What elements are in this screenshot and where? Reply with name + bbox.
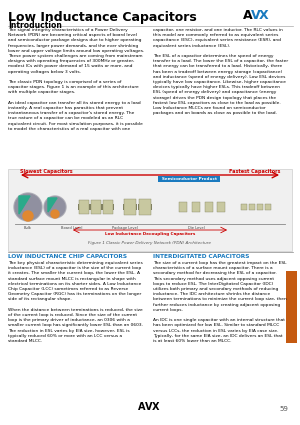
Circle shape: [23, 211, 33, 221]
Text: 59: 59: [279, 406, 288, 412]
Text: The key physical characteristic determining equivalent series
inductance (ESL) o: The key physical characteristic determin…: [8, 261, 143, 343]
Bar: [138, 204, 139, 210]
Circle shape: [14, 193, 42, 221]
Circle shape: [15, 194, 41, 220]
Text: Introduction: Introduction: [8, 21, 62, 30]
FancyBboxPatch shape: [265, 204, 271, 210]
FancyBboxPatch shape: [257, 204, 263, 210]
FancyBboxPatch shape: [249, 204, 255, 210]
Text: LOW INDUCTANCE CHIP CAPACITORS: LOW INDUCTANCE CHIP CAPACITORS: [8, 254, 127, 259]
Text: Semiconductor Product: Semiconductor Product: [161, 177, 217, 181]
Text: Bulk: Bulk: [24, 226, 32, 230]
Text: capacitor, one resistor, and one inductor. The RLC values in
this model are comm: capacitor, one resistor, and one inducto…: [153, 28, 288, 115]
Text: INTERDIGITATED CAPACITORS: INTERDIGITATED CAPACITORS: [153, 254, 249, 259]
Polygon shape: [48, 198, 57, 212]
Circle shape: [44, 196, 66, 218]
Text: Slowest Capacitors: Slowest Capacitors: [20, 168, 73, 173]
Text: X: X: [259, 9, 268, 22]
FancyBboxPatch shape: [103, 200, 113, 214]
Text: The size of a current loop has the greatest impact on the ESL
characteristics of: The size of a current loop has the great…: [153, 261, 287, 343]
Text: Figure 1 Classic Power Delivery Network (PDN) Architecture: Figure 1 Classic Power Delivery Network …: [88, 241, 212, 245]
FancyBboxPatch shape: [217, 202, 225, 212]
Bar: [151, 204, 152, 210]
Text: Board Level: Board Level: [61, 226, 83, 230]
FancyBboxPatch shape: [139, 199, 151, 215]
FancyBboxPatch shape: [241, 204, 247, 210]
Text: A: A: [138, 402, 146, 412]
FancyBboxPatch shape: [8, 169, 292, 251]
Text: Low Inductance Decoupling Capacitors: Low Inductance Decoupling Capacitors: [105, 232, 195, 236]
Text: A: A: [243, 9, 253, 22]
FancyBboxPatch shape: [205, 202, 213, 212]
Bar: [286, 271, 297, 343]
Text: Low Inductance Capacitors: Low Inductance Capacitors: [8, 11, 197, 24]
Text: Package Level: Package Level: [112, 226, 138, 230]
Text: V: V: [145, 402, 152, 412]
Text: X: X: [152, 402, 160, 412]
FancyBboxPatch shape: [192, 202, 200, 212]
Circle shape: [45, 197, 65, 217]
Bar: [78, 204, 79, 210]
Polygon shape: [19, 196, 30, 214]
Text: The signal integrity characteristics of a Power Delivery
Network (PDN) are becom: The signal integrity characteristics of …: [8, 28, 144, 131]
Bar: [123, 204, 124, 210]
Bar: [136, 204, 137, 210]
Bar: [101, 204, 102, 210]
Bar: [113, 204, 114, 210]
Circle shape: [51, 210, 59, 218]
Text: Die Level: Die Level: [188, 226, 204, 230]
FancyBboxPatch shape: [91, 200, 101, 214]
FancyBboxPatch shape: [179, 202, 187, 212]
Text: Fastest Capacitors: Fastest Capacitors: [229, 168, 280, 173]
Bar: [90, 204, 91, 210]
Text: V: V: [251, 9, 261, 22]
FancyBboxPatch shape: [158, 176, 220, 182]
Bar: [89, 204, 90, 210]
FancyBboxPatch shape: [124, 199, 136, 215]
Bar: [102, 204, 103, 210]
FancyBboxPatch shape: [79, 200, 89, 214]
